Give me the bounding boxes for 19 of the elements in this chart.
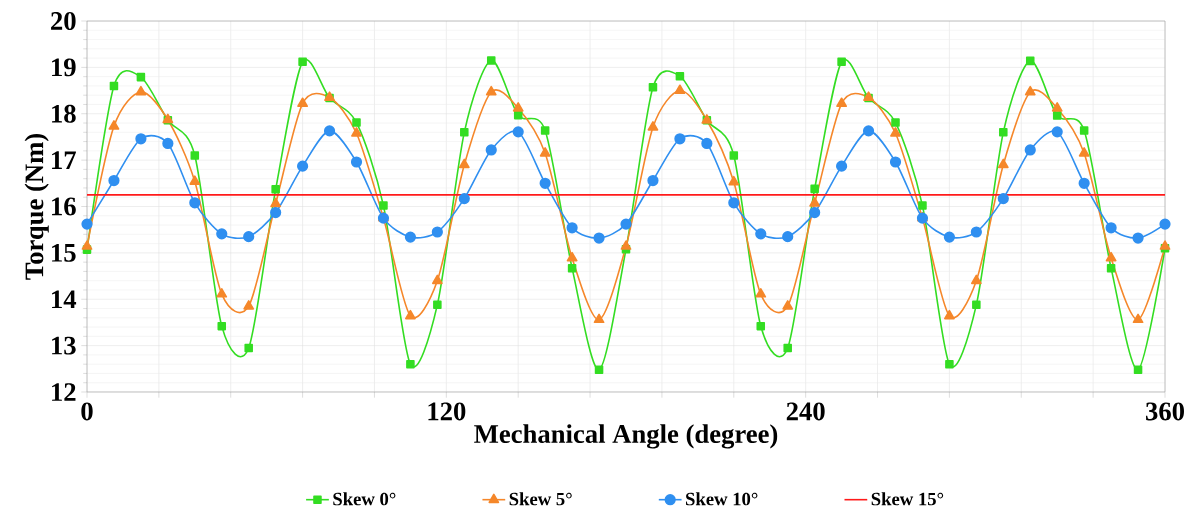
legend-label: Skew 10° xyxy=(686,492,758,506)
legend-label: Skew 5° xyxy=(509,492,572,506)
y-tick-label: 16 xyxy=(52,197,76,216)
y-axis-title: Torque (Nm) xyxy=(24,133,49,280)
x-tick-label: 120 xyxy=(428,402,466,421)
y-tick-label: 12 xyxy=(52,383,76,401)
legend-label: Skew 15° xyxy=(871,492,944,506)
x-tick-label: 360 xyxy=(1146,402,1184,421)
y-tick-label: 13 xyxy=(52,336,76,355)
y-tick-label: 20 xyxy=(51,12,76,30)
y-tick-label: 14 xyxy=(52,290,77,309)
x-tick-label: 0 xyxy=(81,402,93,421)
x-axis-title: Mechanical Angle (degree) xyxy=(474,424,778,449)
x-tick-label: 240 xyxy=(786,402,825,421)
y-tick-label: 19 xyxy=(52,58,76,77)
y-tick-label: 18 xyxy=(52,104,76,123)
legend-label: Skew 0° xyxy=(333,492,396,506)
y-tick-label: 17 xyxy=(52,151,76,169)
y-tick-label: 15 xyxy=(52,243,76,262)
